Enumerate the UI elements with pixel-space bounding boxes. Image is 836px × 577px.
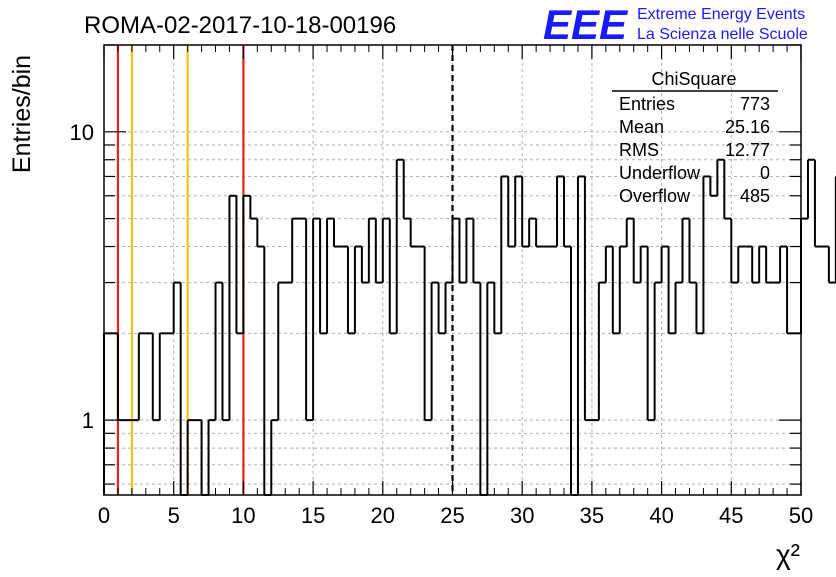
stat-value-overflow: 485 bbox=[740, 186, 770, 206]
x-tick-label: 15 bbox=[301, 503, 325, 528]
stat-value-mean: 25.16 bbox=[725, 117, 770, 137]
stat-value-entries: 773 bbox=[740, 94, 770, 114]
x-tick-label: 5 bbox=[168, 503, 180, 528]
x-tick-label: 30 bbox=[510, 503, 534, 528]
y-tick-label: 1 bbox=[82, 408, 94, 433]
x-tick-label: 50 bbox=[789, 503, 813, 528]
x-tick-label: 0 bbox=[98, 503, 110, 528]
x-tick-label: 45 bbox=[719, 503, 743, 528]
stats-box-title: ChiSquare bbox=[651, 69, 736, 89]
x-tick-label: 35 bbox=[580, 503, 604, 528]
stat-value-rms: 12.77 bbox=[725, 140, 770, 160]
x-tick-label: 40 bbox=[649, 503, 673, 528]
x-tick-label: 10 bbox=[231, 503, 255, 528]
stat-label-overflow: Overflow bbox=[619, 186, 691, 206]
y-tick-label: 10 bbox=[70, 120, 94, 145]
x-tick-label: 25 bbox=[440, 503, 464, 528]
histogram-series bbox=[103, 158, 836, 496]
stats-box: ChiSquare Entries 773 Mean 25.16 RMS 12.… bbox=[612, 69, 778, 206]
stat-label-entries: Entries bbox=[619, 94, 675, 114]
reference-lines bbox=[116, 45, 454, 495]
x-tick-label: 20 bbox=[371, 503, 395, 528]
y-axis-label: Entries/bin bbox=[8, 55, 36, 173]
stat-label-mean: Mean bbox=[619, 117, 664, 137]
eee-logo: EEE bbox=[543, 1, 629, 48]
logo-tagline-1: Extreme Energy Events bbox=[637, 6, 805, 23]
stat-value-underflow: 0 bbox=[760, 163, 770, 183]
x-axis-label: χ² bbox=[776, 539, 800, 570]
logo-tagline-2: La Scienza nelle Scuole bbox=[637, 26, 808, 43]
stat-label-underflow: Underflow bbox=[619, 163, 701, 183]
axis-ticks: 0 5 10 15 20 25 30 35 40 45 50 1 10 bbox=[70, 44, 813, 528]
stat-label-rms: RMS bbox=[619, 140, 659, 160]
chart-title: ROMA-02-2017-10-18-00196 bbox=[84, 12, 396, 39]
